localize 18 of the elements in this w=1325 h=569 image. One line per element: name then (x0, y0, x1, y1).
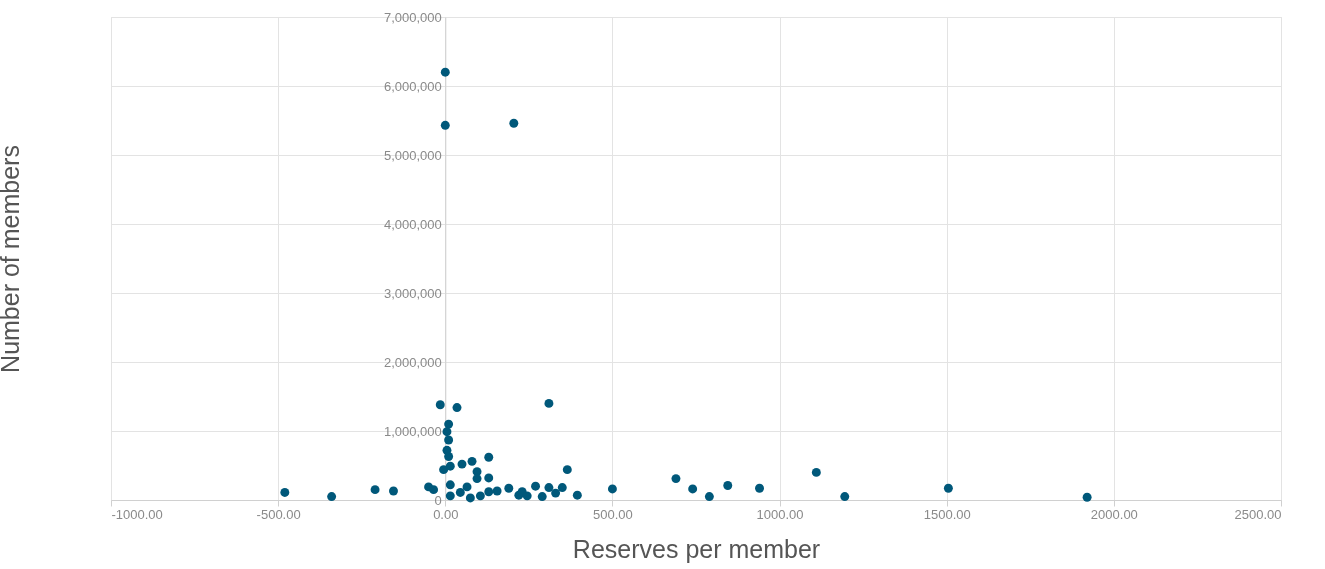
y-axis-title: Number of members (0, 145, 24, 373)
x-tick-label: -1000.00 (111, 506, 163, 522)
x-tick-label: 500.00 (593, 506, 633, 522)
x-tick-label: 2000.00 (1090, 506, 1138, 522)
x-tick-label: 2500.00 (1234, 506, 1282, 522)
y-tick-label: 2,000,000 (383, 354, 442, 370)
y-tick-label: 0 (434, 492, 442, 508)
y-tick-label: 3,000,000 (383, 285, 442, 301)
y-tick-label: 1,000,000 (383, 423, 442, 439)
x-tick-label: 1500.00 (923, 506, 971, 522)
y-tick-label: 7,000,000 (383, 9, 442, 25)
y-tick-label: 6,000,000 (383, 78, 442, 94)
x-tick-label: 1000.00 (756, 506, 804, 522)
x-axis-title: Reserves per member (572, 534, 821, 563)
y-tick-label: 5,000,000 (383, 147, 442, 163)
x-tick-label: 0.00 (433, 506, 459, 522)
y-tick-label: 4,000,000 (383, 216, 442, 232)
x-tick-label: -500.00 (256, 506, 301, 522)
